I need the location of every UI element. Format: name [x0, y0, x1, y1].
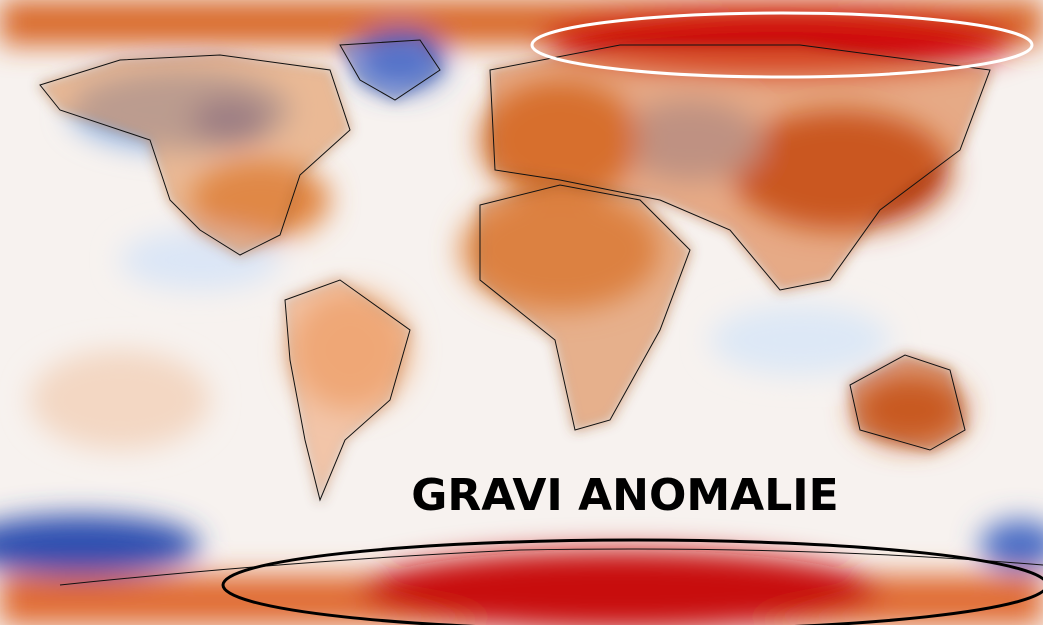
eurasia-outline — [489, 44, 991, 291]
antarctica-outline — [59, 548, 1043, 586]
south-pacific-cold — [0, 515, 200, 575]
greenland-outline — [339, 39, 441, 101]
highlight-ellipse-north — [530, 11, 1034, 79]
africa-outline — [479, 184, 691, 431]
coastlines — [39, 39, 1043, 586]
south-east-cold — [980, 520, 1043, 570]
highlight-ellipse-south — [221, 538, 1043, 625]
australia-outline — [849, 354, 966, 451]
pacific-warm — [30, 350, 210, 450]
south-america-outline — [284, 279, 411, 502]
indian-cool — [710, 305, 890, 375]
north-america-outline — [39, 54, 351, 256]
continent-fills — [38, 39, 991, 502]
annotation: GRAVI ANOMALIE — [411, 470, 838, 521]
antarctica-hot — [360, 550, 880, 625]
